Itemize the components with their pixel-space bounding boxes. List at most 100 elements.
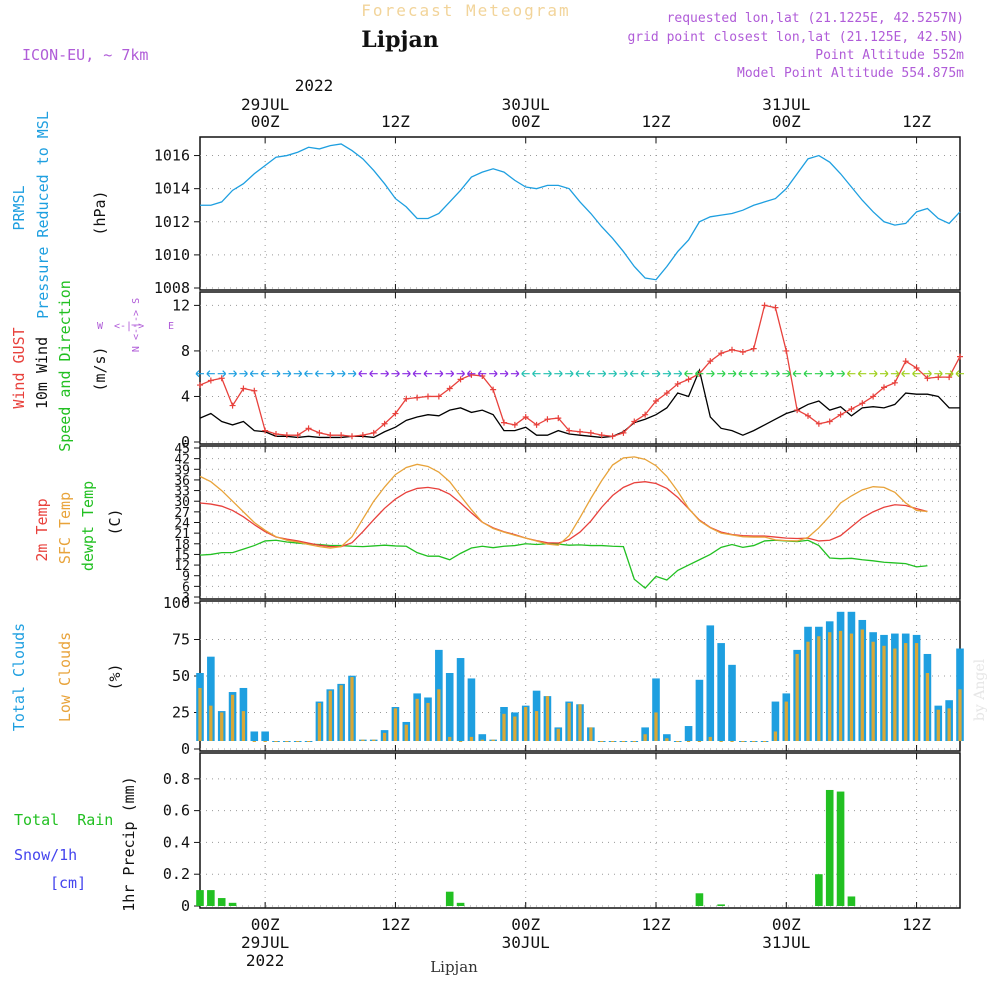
gust-line-marker [653,398,659,405]
low-cloud-bar [220,712,224,741]
gust-line-marker [620,429,627,436]
snow-unit-label: [cm] [50,874,86,892]
low-cloud-bar [252,741,256,742]
low-cloud-bar [610,741,615,742]
gust-line-marker [826,418,833,425]
y-tick-label: 4 [181,387,190,405]
y-tick-label: 18 [174,538,190,553]
low-cloud-bar [708,736,712,741]
location-title: Lipjan [361,27,438,53]
wind-direction-arrow [358,370,367,378]
gust-line-marker [837,411,844,418]
low-cloud-bar [372,739,376,741]
compass-w-label: W [97,321,104,332]
gust-line-marker [490,386,497,393]
low-cloud-bar [643,734,647,741]
y-tick-label: 0 [181,897,190,915]
top-time-label: 00Z [772,112,801,131]
wind-direction-arrow [489,370,498,378]
gust-line-marker [403,395,410,402]
model-label: ICON-EU, ~ 7km [22,46,148,64]
top-date-label: 31JUL [762,95,810,114]
sfc-temp-line [199,456,928,549]
total-cloud-bar [706,625,715,741]
low-cloud-bar [448,736,452,741]
plot-layer: 1008101010121014101604812369121518212427… [154,95,964,970]
y-tick-label: 6 [182,580,190,595]
wind-direction-arrow [249,370,259,378]
rain-bar [815,874,823,906]
gust-line-marker [913,365,920,371]
gust-line-marker [815,420,822,427]
low-cloud-bar [513,716,517,741]
wind-direction-arrow [836,370,845,378]
low-cloud-bar [578,704,582,741]
panel-1 [194,136,961,291]
low-cloud-bar [600,741,604,742]
wind10-line [199,368,960,439]
gust-line-marker [566,427,573,434]
low-cloud-bar [404,724,408,741]
wind-direction-arrow [847,370,856,378]
wind-direction-arrow [348,370,357,378]
low-cloud-bar [860,629,864,741]
precip-labels: Total Rain Snow/1h [cm] 1hr Precip (mm) [14,776,138,911]
wind-direction-arrow [304,370,313,378]
y-tick-label: 27 [174,506,190,521]
wind-direction-arrow [434,370,444,378]
low-cloud-bar [665,738,669,741]
wind-direction-arrow [575,370,584,378]
wind-direction-arrow [369,370,378,378]
gust-line-marker [848,405,855,412]
wind-direction-arrow [260,370,270,378]
low-cloud-bar [784,701,788,741]
gust-line-marker [392,410,399,417]
temp-unit-label: (C) [106,508,124,535]
gust-line-marker [338,432,345,439]
rain-bar [836,791,845,906]
gust-line-marker [663,390,670,397]
y-tick-label: 39 [174,463,190,478]
gust-line-marker [957,353,963,360]
rain-bar [217,898,226,906]
wind-direction-arrow [814,370,824,378]
rain-bar [695,893,704,906]
bottom-date-label: 31JUL [762,933,810,952]
low-cloud-bar [752,741,756,742]
low-cloud-bar [838,630,843,741]
gust-line-marker [294,432,301,439]
pressure-labels: PRMSL Pressure Reduced to MSL (hPa) [10,111,109,319]
top-year-label: 2022 [295,76,334,95]
wind-direction-arrow [456,370,465,378]
gust-line-marker [935,374,942,381]
low-cloud-bar [285,741,289,742]
gust-line-marker [870,393,877,400]
wind-direction-arrow [402,370,411,378]
wind-direction-arrow [412,370,422,378]
wind-direction-arrow [803,370,812,378]
total-cloud-label: Total Clouds [10,623,28,731]
gust-line-marker [718,350,725,357]
rain-bar [207,890,215,906]
y-tick-label: 8 [181,342,190,360]
gust-line-marker [435,393,442,400]
top-time-label: 00Z [251,112,280,131]
low-cloud-bar [632,741,636,742]
total-cloud-bar [467,678,476,741]
rain-bar [825,789,834,906]
low-cloud-bar [925,673,930,741]
low-cloud-bar [936,709,940,741]
wind-direction-arrow [706,370,715,378]
y-tick-label: 1010 [154,246,190,264]
gust-line-marker [685,376,692,383]
wind-direction-arrow [629,370,639,378]
wind-direction-arrow [695,370,704,378]
y-tick-label: 21 [174,527,190,542]
bottom-time-label: 12Z [642,915,671,934]
gust-line-marker [739,349,746,356]
low-cloud-bar [328,690,332,741]
gust-line-marker [609,433,616,440]
bottom-time-label: 00Z [511,915,540,934]
low-cloud-bar [306,741,311,742]
